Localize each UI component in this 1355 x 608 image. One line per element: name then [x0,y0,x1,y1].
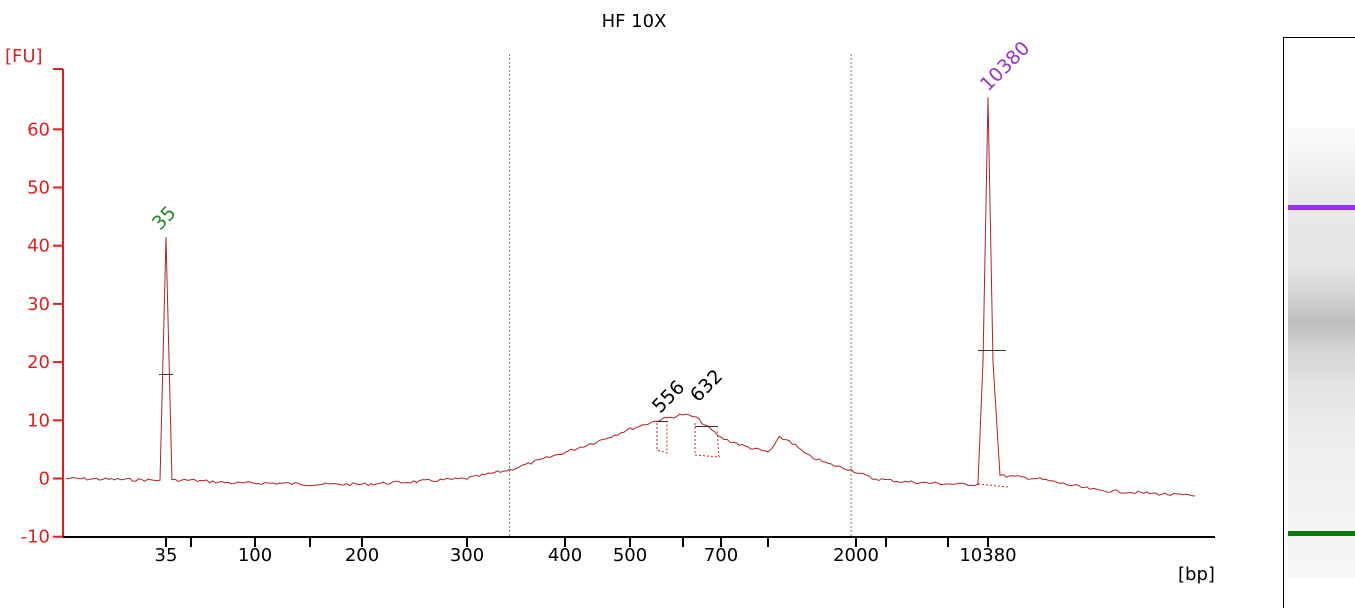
y-axis-unit-label: [FU] [5,46,43,67]
axes: -10 0 10 20 30 40 50 60 35 100 200 300 400 500 700 2000… [21,68,1215,566]
peak-label-556: 556 [648,376,689,417]
x-tick-label: 700 [704,545,738,566]
x-tick-label: 35 [155,545,178,566]
trace-line [65,97,1196,497]
peak-label-35: 35 [148,202,181,235]
y-tick-label: 60 [27,119,50,140]
series-layer [65,97,1196,497]
y-tick-label: 20 [27,352,50,373]
y-tick-label: 40 [27,236,50,257]
gel-lower-marker-band [1288,531,1355,536]
x-tick-label: 10380 [959,545,1016,566]
chart-title: HF 10X [602,11,667,32]
electropherogram-chart: HF 10X [FU] [bp] -10 0 10 20 30 40 50 60 35 100 20… [5,11,1215,585]
gel-upper-marker-band [1288,205,1355,210]
peak-label-632: 632 [686,365,727,406]
region-markers [509,54,852,537]
y-tick-label: 10 [27,410,50,431]
x-tick-label: 2000 [833,545,879,566]
y-tick-label: 0 [39,469,50,490]
peak-label-10380: 10380 [976,37,1034,95]
gel-image [1283,37,1355,608]
y-tick-label: 30 [27,294,50,315]
gel-lane [1288,128,1355,578]
y-tick-label: 50 [27,178,50,199]
peak-10380-baseline [977,483,1009,488]
x-tick-label: 300 [450,545,484,566]
x-tick-label: 100 [238,545,272,566]
peak-632-area [694,423,720,458]
x-tick-label: 400 [548,545,582,566]
y-tick-label: -10 [21,527,50,548]
peak-556-area [656,422,668,454]
x-tick-label: 500 [613,545,647,566]
x-axis-unit-label: [bp] [1178,564,1215,585]
x-tick-label: 200 [345,545,379,566]
